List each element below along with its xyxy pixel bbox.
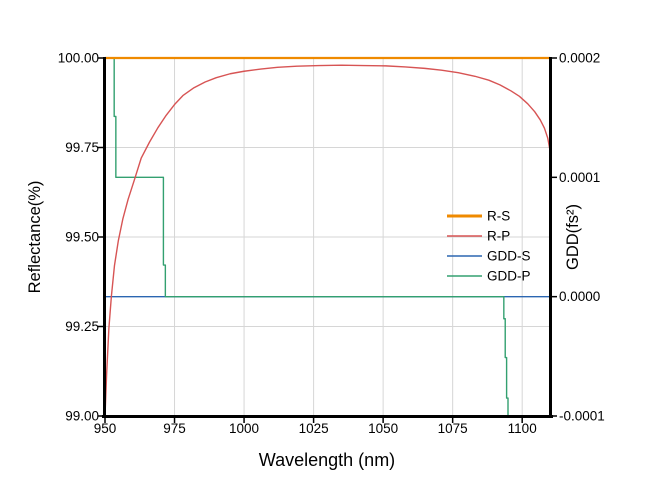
x-tick-label: 1075 (438, 421, 468, 436)
y-right-tick-label: 0.0002 (559, 51, 600, 66)
y-left-tick-label: 99.50 (65, 230, 99, 245)
x-tick-label: 975 (163, 421, 186, 436)
x-tick-label: 1000 (229, 421, 259, 436)
y-right-tick-label: 0.0000 (559, 289, 600, 304)
y-left-axis-title: Reflectance(%) (26, 181, 44, 294)
y-left-tick-label: 99.25 (65, 319, 99, 334)
legend-label-R-P: R-P (487, 229, 510, 244)
y-right-tick-label: 0.0001 (559, 170, 600, 185)
x-axis-title: Wavelength (nm) (259, 450, 395, 470)
tick-marks (98, 57, 557, 423)
tick-labels: 950 975 1000 1025 1050 1075 1100 99.00 99.25 99.5… (58, 51, 605, 437)
series-line-R-P (104, 64, 551, 417)
y-right-axis-title: GDD(fs²) (564, 204, 582, 270)
axes (102, 57, 553, 418)
x-tick-label: 1050 (368, 421, 398, 436)
x-tick-label: 1025 (299, 421, 329, 436)
legend: R-S R-P GDD-S GDD-P (447, 209, 531, 284)
series-line-GDD-P (105, 57, 509, 417)
y-left-tick-label: 99.00 (65, 409, 99, 424)
series-lines (104, 56, 551, 417)
y-left-tick-label: 100.00 (58, 51, 99, 66)
x-tick-label: 950 (94, 421, 117, 436)
y-right-tick-label: -0.0001 (559, 409, 605, 424)
y-left-tick-label: 99.75 (65, 140, 99, 155)
x-tick-label: 1100 (508, 421, 537, 436)
legend-label-GDD-S: GDD-S (487, 249, 531, 264)
legend-label-R-S: R-S (487, 209, 510, 224)
legend-label-GDD-P: GDD-P (487, 269, 531, 284)
gridlines (105, 58, 550, 416)
